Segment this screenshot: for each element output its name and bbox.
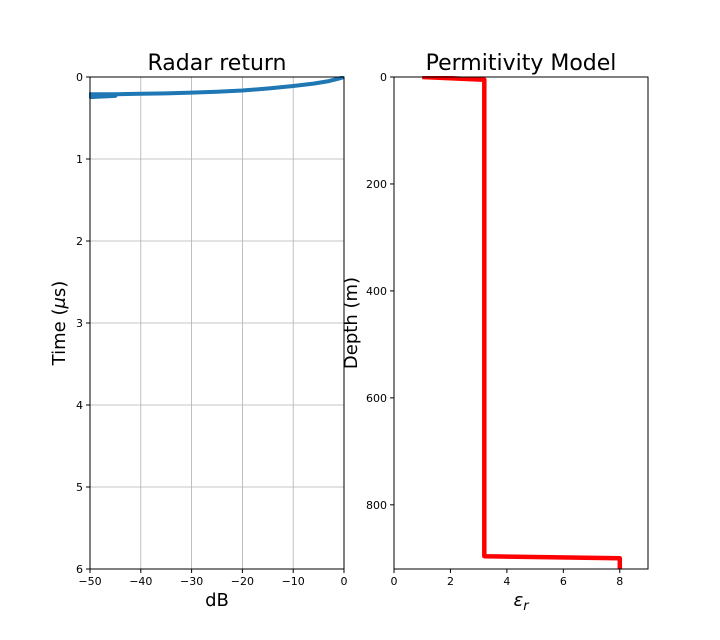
permittivity-y-tick-label: 0 xyxy=(380,71,387,84)
radar-return-y-tick-label: 5 xyxy=(76,481,83,494)
permittivity-y-label: Depth (m) xyxy=(341,277,362,369)
radar-return-y-tick-label: 2 xyxy=(76,235,83,248)
radar-return-x-tick-label: −50 xyxy=(78,575,101,588)
permittivity-title: Permitivity Model xyxy=(426,51,617,76)
radar-return-y-ticks: 0 1 2 3 4 5 6 xyxy=(76,71,90,576)
permittivity-plot-area xyxy=(422,76,623,569)
radar-return-x-ticks: −50 −40 −30 −20 −10 0 xyxy=(78,569,348,588)
radar-return-x-tick-label: −10 xyxy=(282,575,305,588)
permittivity-y-tick-label: 400 xyxy=(366,285,387,298)
permittivity-x-ticks: 0 2 4 6 8 xyxy=(391,569,623,588)
radar-return-panel: Radar return −50 −40 −30 −20 −10 0 0 1 2 3 4 5 6 dB… xyxy=(49,51,348,611)
radar-return-x-label: dB xyxy=(205,590,229,611)
permittivity-panel: Permitivity Model 0 2 4 6 8 0 200 400 600 800 εr… xyxy=(341,51,649,614)
radar-return-x-tick-label: −40 xyxy=(129,575,152,588)
radar-return-grid xyxy=(90,77,344,569)
permittivity-y-tick-label: 800 xyxy=(366,499,387,512)
permittivity-y-tick-label: 600 xyxy=(366,392,387,405)
radar-return-y-tick-label: 1 xyxy=(76,153,83,166)
permittivity-axes-frame xyxy=(393,76,649,570)
radar-return-x-tick-label: −20 xyxy=(231,575,254,588)
radar-return-y-tick-label: 0 xyxy=(76,71,83,84)
permittivity-series-line xyxy=(422,76,623,569)
radar-return-y-label: Time (μs) xyxy=(49,281,70,367)
permittivity-y-tick-label: 200 xyxy=(366,178,387,191)
permittivity-x-tick-label: 0 xyxy=(391,575,398,588)
permittivity-y-ticks: 0 200 400 600 800 xyxy=(366,71,394,512)
radar-return-y-tick-label: 4 xyxy=(76,399,83,412)
radar-return-title: Radar return xyxy=(147,51,286,76)
permittivity-x-tick-label: 2 xyxy=(447,575,454,588)
radar-return-y-tick-label: 3 xyxy=(76,317,83,330)
permittivity-x-label: εr xyxy=(513,590,530,614)
permittivity-x-tick-label: 8 xyxy=(616,575,623,588)
radar-return-axes-frame xyxy=(89,76,345,570)
radar-return-plot-area xyxy=(89,76,345,100)
radar-return-series-line xyxy=(89,76,345,100)
radar-return-x-tick-label: 0 xyxy=(341,575,348,588)
permittivity-x-tick-label: 4 xyxy=(503,575,510,588)
permittivity-x-tick-label: 6 xyxy=(560,575,567,588)
radar-return-y-tick-label: 6 xyxy=(76,563,83,576)
radar-return-x-tick-label: −30 xyxy=(180,575,203,588)
